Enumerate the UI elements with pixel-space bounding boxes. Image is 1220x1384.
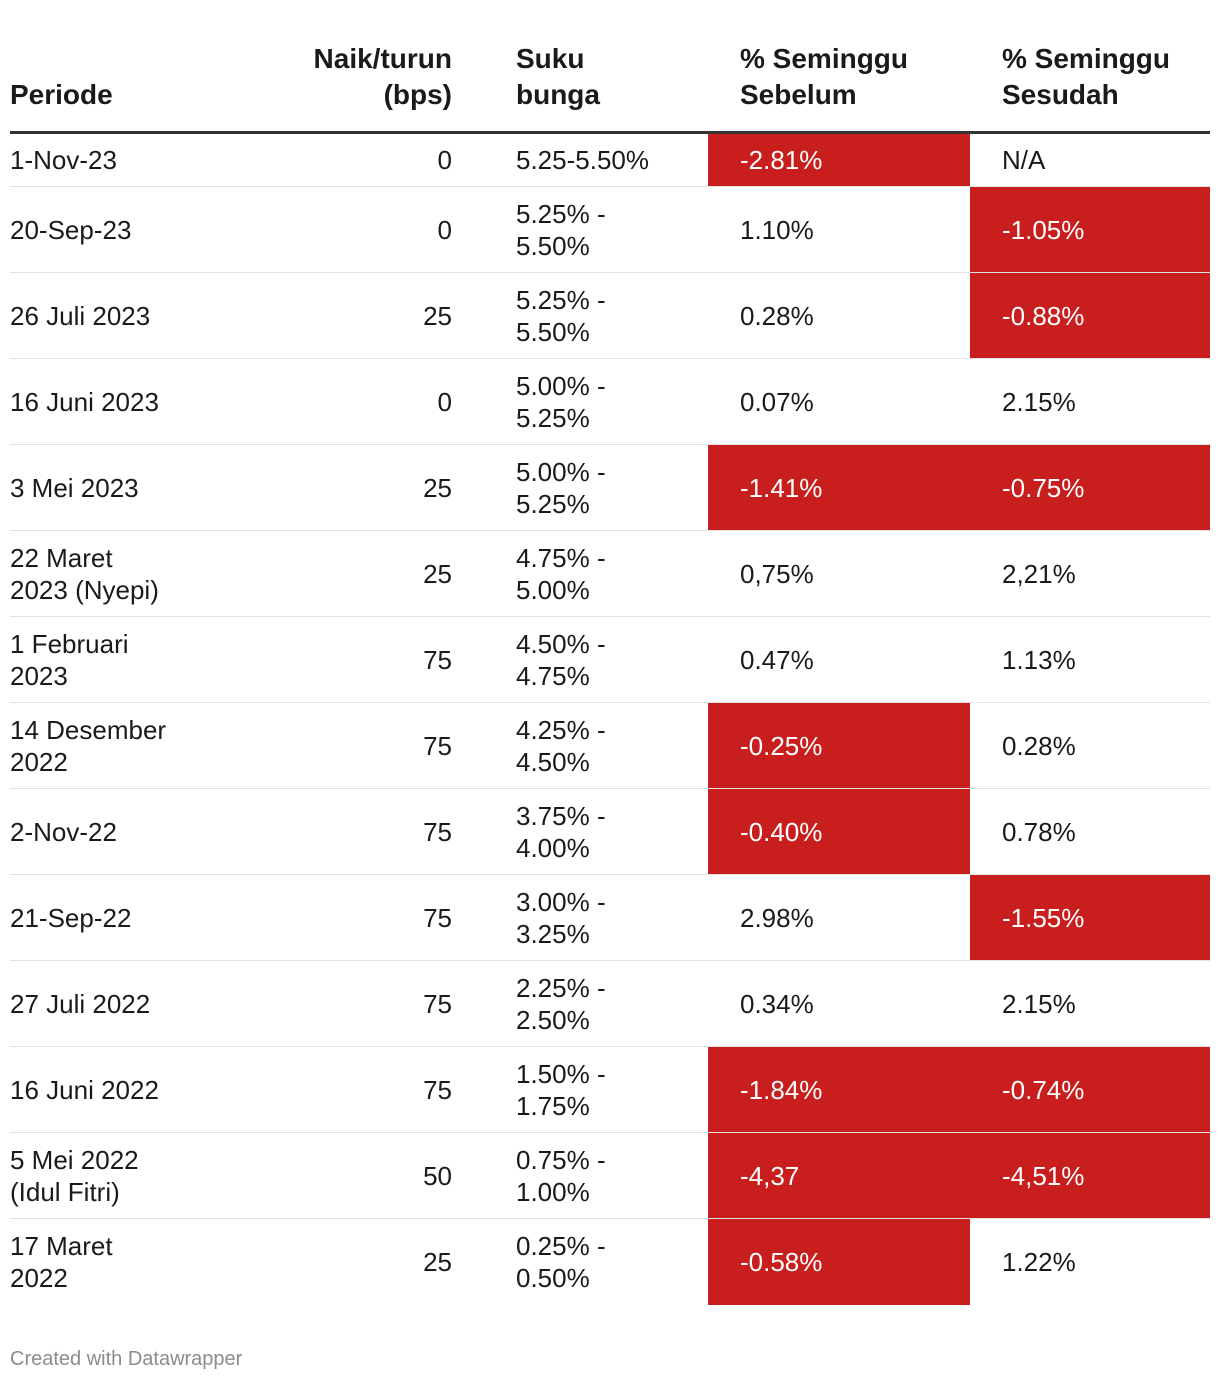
table-row: 17 Maret 2022 25 0.25% - 0.50% -0.58% 1.22% bbox=[10, 1219, 1210, 1305]
cell-seminggu-sebelum: 2.98% bbox=[740, 902, 814, 933]
cell-seminggu-sesudah: -4,51% bbox=[970, 1133, 1210, 1218]
cell-periode: 3 Mei 2023 bbox=[10, 472, 139, 503]
cell-suku-bunga: 2.25% - 2.50% bbox=[516, 972, 606, 1035]
table-row: 16 Juni 2023 0 5.00% - 5.25% 0.07% 2.15% bbox=[10, 359, 1210, 445]
cell-naik-turun: 25 bbox=[423, 1247, 452, 1277]
data-table: Periode Naik/turun (bps) Suku bunga % Se… bbox=[10, 38, 1210, 1305]
cell-seminggu-sebelum: -0.58% bbox=[708, 1219, 970, 1305]
cell-suku-bunga: 5.25-5.50% bbox=[516, 145, 649, 175]
cell-periode: 27 Juli 2022 bbox=[10, 988, 151, 1019]
cell-seminggu-sebelum: 0.07% bbox=[740, 386, 814, 417]
cell-suku-bunga: 0.75% - 1.00% bbox=[516, 1144, 606, 1207]
cell-seminggu-sebelum: -1.41% bbox=[708, 445, 970, 530]
cell-seminggu-sebelum: 0.28% bbox=[740, 300, 814, 331]
cell-seminggu-sebelum: 0,75% bbox=[740, 558, 814, 589]
cell-suku-bunga: 4.75% - 5.00% bbox=[516, 542, 606, 605]
cell-suku-bunga: 5.00% - 5.25% bbox=[516, 370, 606, 433]
cell-seminggu-sesudah: N/A bbox=[1002, 145, 1046, 175]
cell-periode: 2-Nov-22 bbox=[10, 816, 117, 847]
cell-seminggu-sesudah: 2.15% bbox=[1002, 386, 1076, 417]
datawrapper-credit[interactable]: Created with Datawrapper bbox=[10, 1348, 243, 1370]
cell-suku-bunga: 1.50% - 1.75% bbox=[516, 1058, 606, 1121]
cell-seminggu-sebelum: -0.40% bbox=[708, 789, 970, 874]
cell-naik-turun: 75 bbox=[423, 988, 452, 1019]
cell-seminggu-sesudah: -0.88% bbox=[970, 273, 1210, 358]
cell-seminggu-sesudah: -1.55% bbox=[970, 875, 1210, 960]
table-row: 1-Nov-23 0 5.25-5.50% -2.81% N/A bbox=[10, 134, 1210, 187]
table-row: 2-Nov-22 75 3.75% - 4.00% -0.40% 0.78% bbox=[10, 789, 1210, 875]
header-suku-bunga[interactable]: Suku bunga bbox=[516, 43, 600, 110]
cell-suku-bunga: 0.25% - 0.50% bbox=[516, 1231, 606, 1293]
cell-naik-turun: 75 bbox=[423, 816, 452, 847]
cell-periode: 26 Juli 2023 bbox=[10, 300, 151, 331]
cell-seminggu-sebelum: -4,37 bbox=[708, 1133, 970, 1218]
table-row: 22 Maret 2023 (Nyepi) 25 4.75% - 5.00% 0,75… bbox=[10, 531, 1210, 617]
cell-suku-bunga: 5.25% - 5.50% bbox=[516, 284, 606, 347]
cell-naik-turun: 75 bbox=[423, 730, 452, 761]
cell-periode: 14 Desember 2022 bbox=[10, 714, 167, 777]
header-periode[interactable]: Periode bbox=[10, 79, 113, 110]
cell-seminggu-sesudah: 2,21% bbox=[1002, 558, 1076, 589]
table-row: 1 Februari 2023 75 4.50% - 4.75% 0.47% 1.13% bbox=[10, 617, 1210, 703]
cell-periode: 16 Juni 2023 bbox=[10, 386, 159, 417]
cell-naik-turun: 0 bbox=[437, 145, 452, 175]
cell-naik-turun: 50 bbox=[423, 1160, 452, 1191]
cell-naik-turun: 75 bbox=[423, 644, 452, 675]
table-row: 21-Sep-22 75 3.00% - 3.25% 2.98% -1.55% bbox=[10, 875, 1210, 961]
cell-seminggu-sebelum: 1.10% bbox=[740, 214, 814, 245]
cell-seminggu-sesudah: 1.22% bbox=[1002, 1247, 1076, 1277]
cell-seminggu-sebelum: 0.47% bbox=[740, 644, 814, 675]
cell-seminggu-sesudah: 0.78% bbox=[1002, 816, 1076, 847]
table-row: 20-Sep-23 0 5.25% - 5.50% 1.10% -1.05% bbox=[10, 187, 1210, 273]
cell-periode: 1 Februari 2023 bbox=[10, 628, 129, 691]
table-row: 14 Desember 2022 75 4.25% - 4.50% -0.25% 0.2… bbox=[10, 703, 1210, 789]
header-seminggu-sebelum[interactable]: % Seminggu Sebelum bbox=[740, 43, 909, 110]
table-row: 27 Juli 2022 75 2.25% - 2.50% 0.34% 2.15% bbox=[10, 961, 1210, 1047]
cell-naik-turun: 75 bbox=[423, 902, 452, 933]
table-header: Periode Naik/turun (bps) Suku bunga % Se… bbox=[10, 38, 1210, 134]
table-body: 1-Nov-23 0 5.25-5.50% -2.81% N/A 20-Sep-23 0 5.… bbox=[10, 134, 1210, 1305]
cell-seminggu-sesudah: 2.15% bbox=[1002, 988, 1076, 1019]
cell-periode: 1-Nov-23 bbox=[10, 145, 117, 175]
table-row: 3 Mei 2023 25 5.00% - 5.25% -1.41% -0.75% bbox=[10, 445, 1210, 531]
cell-seminggu-sebelum: -0.25% bbox=[708, 703, 970, 788]
cell-naik-turun: 0 bbox=[437, 386, 452, 417]
cell-periode: 22 Maret 2023 (Nyepi) bbox=[10, 542, 159, 605]
cell-suku-bunga: 4.50% - 4.75% bbox=[516, 628, 606, 691]
table-row: 16 Juni 2022 75 1.50% - 1.75% -1.84% -0.74% bbox=[10, 1047, 1210, 1133]
cell-suku-bunga: 4.25% - 4.50% bbox=[516, 714, 606, 777]
cell-suku-bunga: 3.00% - 3.25% bbox=[516, 886, 606, 949]
cell-periode: 5 Mei 2022 (Idul Fitri) bbox=[10, 1144, 139, 1207]
cell-naik-turun: 25 bbox=[423, 558, 452, 589]
cell-seminggu-sesudah: -0.74% bbox=[970, 1047, 1210, 1132]
cell-periode: 17 Maret 2022 bbox=[10, 1231, 113, 1293]
cell-seminggu-sesudah: 0.28% bbox=[1002, 730, 1076, 761]
cell-suku-bunga: 5.00% - 5.25% bbox=[516, 456, 606, 519]
cell-seminggu-sesudah: 1.13% bbox=[1002, 644, 1076, 675]
cell-naik-turun: 75 bbox=[423, 1074, 452, 1105]
cell-periode: 16 Juni 2022 bbox=[10, 1074, 159, 1105]
cell-seminggu-sebelum: 0.34% bbox=[740, 988, 814, 1019]
cell-seminggu-sebelum: -1.84% bbox=[708, 1047, 970, 1132]
cell-periode: 21-Sep-22 bbox=[10, 902, 132, 933]
cell-naik-turun: 25 bbox=[423, 300, 452, 331]
cell-periode: 20-Sep-23 bbox=[10, 214, 132, 245]
cell-naik-turun: 25 bbox=[423, 472, 452, 503]
cell-seminggu-sesudah: -0.75% bbox=[970, 445, 1210, 530]
table-row: 26 Juli 2023 25 5.25% - 5.50% 0.28% -0.88% bbox=[10, 273, 1210, 359]
header-naik-turun[interactable]: Naik/turun (bps) bbox=[313, 43, 452, 110]
header-seminggu-sesudah[interactable]: % Seminggu Sesudah bbox=[1002, 43, 1171, 110]
table-row: 5 Mei 2022 (Idul Fitri) 50 0.75% - 1.00% -4… bbox=[10, 1133, 1210, 1219]
cell-suku-bunga: 3.75% - 4.00% bbox=[516, 800, 606, 863]
cell-suku-bunga: 5.25% - 5.50% bbox=[516, 198, 606, 261]
cell-seminggu-sesudah: -1.05% bbox=[970, 187, 1210, 272]
cell-naik-turun: 0 bbox=[437, 214, 452, 245]
cell-seminggu-sebelum: -2.81% bbox=[708, 134, 970, 186]
